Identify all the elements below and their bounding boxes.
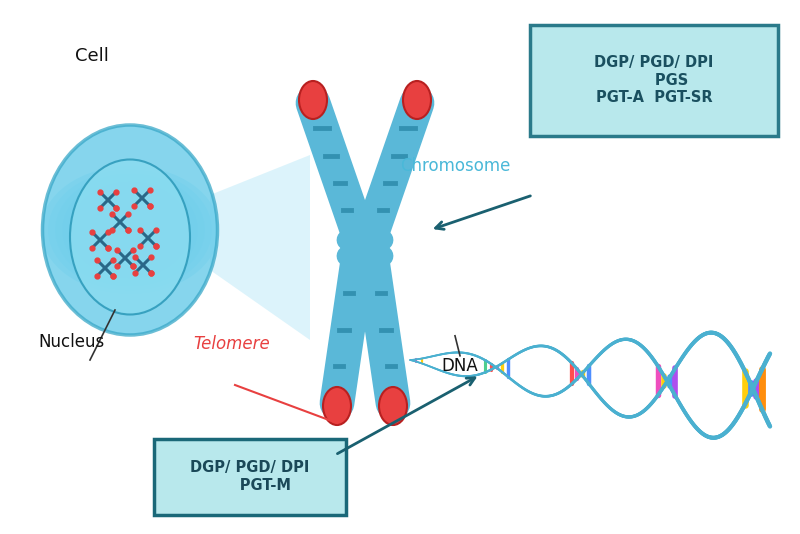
Ellipse shape bbox=[299, 81, 327, 119]
Ellipse shape bbox=[379, 387, 407, 425]
Ellipse shape bbox=[48, 170, 212, 290]
Ellipse shape bbox=[62, 177, 198, 282]
Text: DGP/ PGD/ DPI
       PGS
PGT-A  PGT-SR: DGP/ PGD/ DPI PGS PGT-A PGT-SR bbox=[594, 55, 714, 105]
FancyBboxPatch shape bbox=[154, 438, 346, 515]
Text: Nucleus: Nucleus bbox=[39, 333, 105, 351]
Ellipse shape bbox=[70, 160, 190, 315]
Text: Telomere: Telomere bbox=[194, 335, 270, 354]
Ellipse shape bbox=[323, 387, 351, 425]
FancyBboxPatch shape bbox=[530, 25, 778, 136]
Ellipse shape bbox=[42, 125, 218, 335]
Ellipse shape bbox=[77, 185, 183, 275]
Text: Chromosome: Chromosome bbox=[400, 156, 510, 175]
Text: DGP/ PGD/ DPI
      PGT-M: DGP/ PGD/ DPI PGT-M bbox=[190, 460, 310, 493]
Ellipse shape bbox=[70, 181, 190, 279]
Ellipse shape bbox=[403, 81, 431, 119]
Text: DNA: DNA bbox=[442, 357, 478, 375]
Ellipse shape bbox=[55, 174, 205, 286]
Text: Cell: Cell bbox=[75, 47, 109, 65]
Polygon shape bbox=[210, 155, 310, 340]
Ellipse shape bbox=[41, 166, 219, 294]
